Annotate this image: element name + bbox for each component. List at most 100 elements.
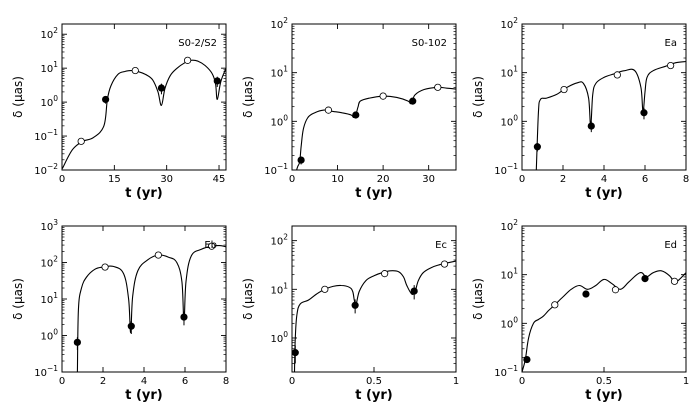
open-point xyxy=(101,263,109,271)
y-axis-label: δ (μas) xyxy=(11,76,25,118)
y-tick-label: 100 xyxy=(270,330,288,345)
open-point xyxy=(551,301,559,309)
y-axis-label: δ (μas) xyxy=(471,76,485,118)
model-curve xyxy=(522,270,686,372)
x-tick-label: 0 xyxy=(59,376,65,387)
x-tick-label: 8 xyxy=(223,376,229,387)
x-tick-label: 6 xyxy=(642,174,648,185)
y-tick-label: 101 xyxy=(500,65,518,80)
filled-point xyxy=(292,349,299,357)
x-tick-label: 15 xyxy=(108,174,121,185)
x-tick-label: 0.5 xyxy=(366,376,382,387)
open-point xyxy=(611,286,620,294)
filled-point xyxy=(351,301,359,309)
x-tick-label: 45 xyxy=(213,174,226,185)
filled-point xyxy=(587,122,595,130)
y-tick-label: 102 xyxy=(500,218,518,233)
curve-group xyxy=(73,242,226,372)
y-tick-label: 103 xyxy=(40,218,58,233)
plot-frame xyxy=(291,23,457,171)
x-tick-label: 10 xyxy=(331,174,344,185)
plot-frame xyxy=(291,225,457,373)
y-axis-label: δ (μas) xyxy=(471,278,485,320)
x-tick-label: 20 xyxy=(377,174,390,185)
y-tick-label: 102 xyxy=(270,233,288,248)
y-tick-label: 101 xyxy=(40,291,58,306)
filled-point xyxy=(73,338,81,346)
open-point xyxy=(613,71,621,79)
curve-group xyxy=(522,270,686,372)
y-tick-label: 101 xyxy=(270,65,288,80)
x-tick-label: 6 xyxy=(182,376,188,387)
open-point xyxy=(321,285,329,293)
filled-point xyxy=(297,156,305,164)
plot-frame xyxy=(521,23,687,171)
open-point xyxy=(208,242,216,250)
filled-point xyxy=(180,313,188,321)
y-tick-label: 10−1 xyxy=(34,364,58,379)
y-tick-label: 100 xyxy=(500,315,518,330)
filled-point xyxy=(157,84,166,92)
open-point xyxy=(154,251,162,259)
plot-frame xyxy=(61,225,227,373)
filled-point xyxy=(352,111,360,119)
panel-title-ec: Ec xyxy=(435,240,447,251)
open-point xyxy=(440,260,449,268)
y-tick-label: 102 xyxy=(270,16,288,31)
open-point xyxy=(131,66,139,75)
y-tick-label: 102 xyxy=(40,26,58,41)
open-point xyxy=(560,85,568,94)
filled-point xyxy=(641,275,649,283)
filled-point xyxy=(582,290,590,298)
y-tick-label: 10−2 xyxy=(34,162,58,177)
panel-title-s02: S0-2/S2 xyxy=(178,38,217,49)
x-tick-label: 0.5 xyxy=(596,376,612,387)
y-tick-label: 102 xyxy=(500,16,518,31)
panel-ec: 100 101 102 0 0.5 1 t (yr) δ (μas) Ec xyxy=(241,225,459,403)
curve-group xyxy=(292,260,456,372)
y-tick-label: 101 xyxy=(270,281,288,296)
x-tick-label: 2 xyxy=(560,174,566,185)
x-tick-label: 1 xyxy=(683,376,689,387)
filled-point xyxy=(409,97,417,105)
filled-point xyxy=(102,95,110,104)
x-tick-label: 1 xyxy=(453,376,459,387)
x-axis-label: t (yr) xyxy=(125,388,163,403)
x-axis-label: t (yr) xyxy=(585,186,623,201)
y-axis-label: δ (μas) xyxy=(11,278,25,320)
panel-title-eb: Eb xyxy=(204,240,217,251)
y-tick-label: 101 xyxy=(40,60,58,75)
model-curve xyxy=(296,86,456,170)
panel-ed: 10−1 100 101 102 0 0.5 1 t (yr) δ (μas) Ed xyxy=(471,218,689,403)
filled-point xyxy=(213,77,221,85)
open-point xyxy=(381,270,389,278)
y-tick-label: 10−1 xyxy=(264,162,288,177)
x-tick-label: 2 xyxy=(100,376,106,387)
panel-title-ea: Ea xyxy=(665,38,677,49)
y-tick-label: 100 xyxy=(40,94,58,109)
x-tick-label: 0 xyxy=(519,376,525,387)
filled-point xyxy=(523,355,531,364)
y-tick-label: 100 xyxy=(40,328,58,343)
panel-title-s0-102: S0-102 xyxy=(412,38,447,49)
filled-point xyxy=(533,143,541,151)
plot-frame xyxy=(521,225,687,373)
y-tick-label: 10−1 xyxy=(494,364,518,379)
filled-point xyxy=(640,109,648,117)
x-axis-label: t (yr) xyxy=(355,186,393,201)
model-curve xyxy=(535,60,686,170)
x-tick-label: 30 xyxy=(422,174,435,185)
y-tick-label: 100 xyxy=(270,113,288,128)
curve-group xyxy=(62,56,226,169)
panel-eb: 10−1 100 101 102 103 0 2 4 6 8 t (yr) δ (μas) Eb xyxy=(11,218,229,403)
open-point xyxy=(667,61,675,70)
x-axis-label: t (yr) xyxy=(355,388,393,403)
y-tick-label: 101 xyxy=(500,267,518,282)
open-point xyxy=(670,277,679,285)
plot-frame xyxy=(61,23,227,171)
x-tick-label: 0 xyxy=(59,174,65,185)
x-tick-label: 4 xyxy=(601,174,607,185)
x-axis-label: t (yr) xyxy=(125,186,163,201)
y-tick-label: 100 xyxy=(500,113,518,128)
